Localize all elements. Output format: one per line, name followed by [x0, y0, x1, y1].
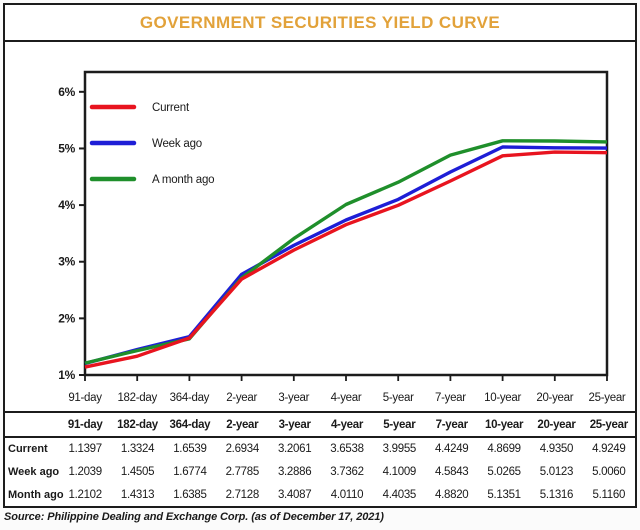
table-header-cell: 5-year: [383, 418, 416, 431]
table-cell: 4.9249: [592, 443, 626, 456]
legend-label: A month ago: [152, 174, 214, 186]
table-cell: 5.0265: [487, 466, 521, 478]
table-cell: 1.6774: [173, 466, 207, 478]
table-cell: 3.7362: [330, 466, 364, 478]
x-axis-label: 20-year: [536, 392, 573, 404]
x-axis-label: 7-year: [435, 392, 466, 404]
table-cell: 2.7785: [225, 466, 260, 478]
table-row: Month ago 1.2102 1.4313 1.6385 2.7128 3.4087 4…: [5, 483, 635, 506]
table-cell: 1.4313: [120, 488, 155, 501]
table-cell: 3.2886: [277, 466, 312, 478]
table-cell: 1.3324: [120, 443, 155, 456]
chart-card: GOVERNMENT SECURITIES YIELD CURVE 1% 2% 3%…: [3, 3, 637, 508]
table-header-cell: 7-year: [435, 418, 468, 431]
y-axis-label: 1%: [58, 368, 75, 382]
table-cell: 4.4035: [382, 488, 417, 501]
table-cell: 1.2102: [68, 488, 102, 501]
row-label: Week ago: [8, 466, 60, 478]
table-header-cell: 3-year: [278, 418, 311, 431]
table-cell: 4.9350: [539, 443, 574, 456]
x-axis-label: 4-year: [331, 392, 362, 404]
table-header-cell: 25-year: [589, 418, 628, 431]
table-cell: 1.6385: [173, 488, 207, 501]
row-label: Current: [8, 443, 48, 456]
y-axis-label: 3%: [58, 255, 75, 269]
table-body: Current 1.1397 1.3324 1.6539 2.6934 3.2061 3.6…: [5, 438, 635, 506]
yield-curve-chart: 1% 2% 3% 4% 5% 6% 91-day 182-day 364-day 2-year 3-…: [58, 70, 626, 404]
table-cell: 3.6538: [330, 443, 364, 456]
chart-area: 1% 2% 3% 4% 5% 6% 91-day 182-day 364-day 2-year 3-…: [5, 42, 635, 413]
y-axis-label: 5%: [58, 141, 75, 155]
x-axis-label: 5-year: [383, 392, 414, 404]
table-header-cell: 182-day: [117, 418, 158, 431]
legend-label: Week ago: [152, 138, 202, 150]
table-header-cell: 10-year: [484, 418, 524, 431]
table-header-cell: 91-day: [67, 418, 103, 431]
table-header-cell: 364-day: [169, 418, 211, 431]
y-axis-label: 6%: [58, 85, 75, 99]
table-cell: 1.4505: [120, 466, 155, 478]
table-cell: 4.8820: [435, 488, 469, 501]
x-axis-label: 2-year: [226, 392, 257, 404]
table-header-cell: 20-year: [537, 418, 576, 431]
table-cell: 4.1009: [382, 466, 417, 478]
source-note: Source: Philippine Dealing and Exchange …: [4, 511, 384, 523]
x-axis-label: 182-day: [117, 392, 157, 404]
table-cell: 5.1351: [487, 488, 521, 501]
table-row: Week ago 1.2039 1.4505 1.6774 2.7785 3.2886 3.…: [5, 461, 635, 484]
table-cell: 4.8699: [487, 443, 521, 456]
x-axis-label: 10-year: [484, 392, 521, 404]
table-cell: 5.1160: [592, 488, 626, 501]
table-cell: 1.1397: [68, 443, 102, 456]
series-line-1: [84, 145, 608, 366]
x-axis-label: 25-year: [589, 392, 626, 404]
table-cell: 1.6539: [173, 443, 207, 456]
title-bar: GOVERNMENT SECURITIES YIELD CURVE: [5, 5, 635, 42]
table-cell: 4.4249: [435, 443, 469, 456]
legend-label: Current: [152, 102, 190, 114]
table-cell: 5.0123: [539, 466, 574, 478]
table-cell: 3.2061: [277, 443, 312, 456]
y-axis-label: 2%: [58, 311, 75, 325]
table-cell: 4.5843: [435, 466, 469, 478]
table-row: Current 1.1397 1.3324 1.6539 2.6934 3.2061 3.6…: [5, 438, 635, 461]
table-header-cell: 4-year: [330, 418, 364, 431]
x-axis-label: 3-year: [278, 392, 309, 404]
chart-title: GOVERNMENT SECURITIES YIELD CURVE: [139, 12, 501, 32]
row-label: Month ago: [8, 488, 64, 501]
table-header-cell: 2-year: [226, 418, 259, 431]
table-header-row: 91-day 182-day 364-day 2-year 3-year 4-year 5-…: [5, 413, 635, 438]
table-cell: 5.0060: [592, 466, 626, 478]
table-cell: 2.6934: [225, 443, 260, 456]
table-cell: 3.9955: [382, 443, 417, 456]
series-line-0: [84, 150, 608, 369]
table-cell: 5.1316: [539, 488, 574, 501]
x-axis-label: 91-day: [68, 392, 102, 404]
x-axis-label: 364-day: [170, 392, 210, 404]
table-cell: 4.0110: [330, 488, 364, 501]
table-cell: 1.2039: [68, 466, 102, 478]
table-cell: 3.4087: [277, 488, 312, 501]
y-axis-label: 4%: [58, 198, 75, 212]
table-cell: 2.7128: [225, 488, 260, 501]
